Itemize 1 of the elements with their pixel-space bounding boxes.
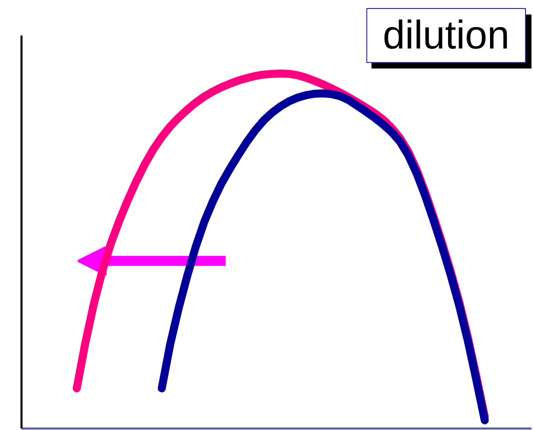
chart-title: dilution <box>382 14 510 58</box>
